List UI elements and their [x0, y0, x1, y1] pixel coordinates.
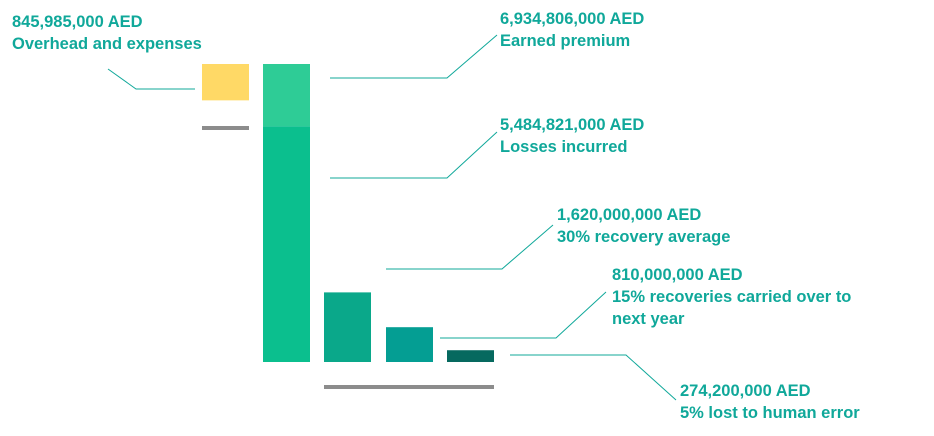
description-label: 30% recovery average: [557, 228, 730, 246]
value-label: 810,000,000 AED: [612, 266, 743, 284]
label-losses-incurred: 5,484,821,000 AED Losses incurred: [500, 116, 644, 156]
bar-losses-incurred: [263, 126, 310, 363]
overhead-baseline: [202, 126, 249, 130]
connector-losses-incurred: [330, 131, 498, 179]
connector-earned-premium: [330, 34, 498, 79]
bar-earned-premium: [263, 64, 310, 127]
connector-recovery-average: [386, 224, 554, 270]
label-overhead: 845,985,000 AED Overhead and expenses: [12, 13, 202, 53]
connector-recoveries-carried-over: [440, 291, 607, 339]
value-label: 274,200,000 AED: [680, 382, 811, 400]
bar-recovery-average: [324, 292, 371, 362]
value-label: 5,484,821,000 AED: [500, 116, 644, 134]
description-label: next year: [612, 310, 685, 328]
description-label: Earned premium: [500, 32, 630, 50]
recoveries-baseline: [324, 385, 494, 389]
value-label: 6,934,806,000 AED: [500, 10, 644, 28]
value-label: 845,985,000 AED: [12, 13, 143, 31]
connector-overhead: [107, 68, 195, 90]
bar-recoveries-carried-over: [386, 327, 433, 362]
label-earned-premium: 6,934,806,000 AED Earned premium: [500, 10, 644, 50]
description-label: Losses incurred: [500, 138, 627, 156]
description-label: 15% recoveries carried over to: [612, 288, 851, 306]
description-label: 5% lost to human error: [680, 404, 860, 422]
label-recovery-average: 1,620,000,000 AED 30% recovery average: [557, 206, 730, 246]
bar-overhead: [202, 64, 249, 101]
value-label: 1,620,000,000 AED: [557, 206, 701, 224]
label-lost-human-error: 274,200,000 AED 5% lost to human error: [680, 382, 860, 422]
bar-lost-human-error: [447, 350, 494, 362]
label-recoveries-carried-over: 810,000,000 AED 15% recoveries carried ov…: [612, 266, 851, 328]
description-label: Overhead and expenses: [12, 35, 202, 53]
connector-lost-human-error: [510, 354, 677, 401]
